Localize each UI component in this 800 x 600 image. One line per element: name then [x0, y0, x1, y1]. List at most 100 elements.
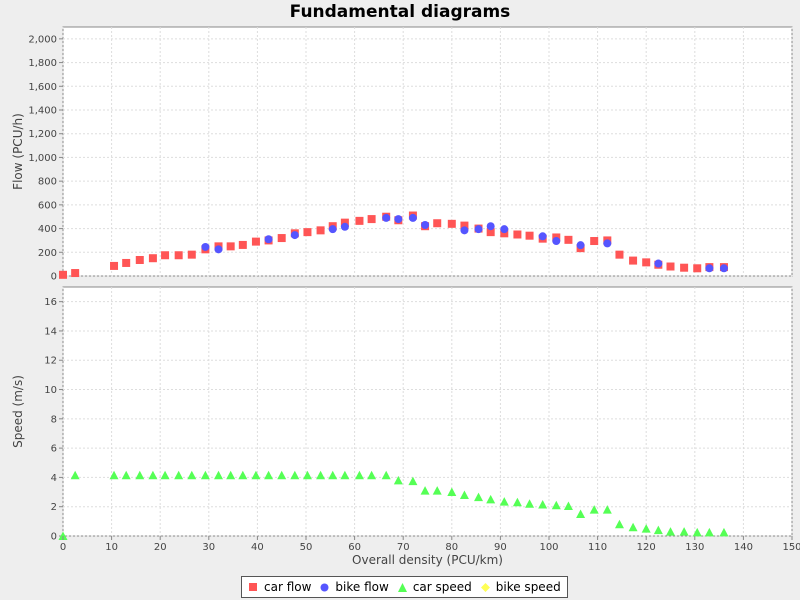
- bike-flow-point: [486, 222, 495, 231]
- legend-label: car speed: [412, 580, 472, 594]
- car-speed-point: [512, 497, 522, 507]
- bike-flow-point: [460, 226, 469, 235]
- car-flow-point: [447, 219, 456, 228]
- car-flow-point: [615, 250, 624, 259]
- car-flow-point: [122, 258, 131, 267]
- x-axis-label: Overall density (PCU/km): [352, 553, 503, 567]
- car-speed-point: [628, 522, 638, 532]
- x-tick-label: 100: [539, 542, 558, 553]
- bike-flow-point: [290, 231, 299, 240]
- bike-flow-point: [705, 264, 714, 273]
- legend-swatch-diamond: [480, 582, 490, 592]
- x-tick-label: 20: [154, 542, 167, 553]
- car-speed-point: [525, 499, 535, 508]
- chart-title: Fundamental diagrams: [289, 2, 511, 22]
- car-flow-point: [59, 270, 67, 279]
- bike-flow-point: [214, 245, 223, 254]
- bike-flow-point: [264, 235, 273, 244]
- bike-flow-point: [201, 242, 210, 251]
- x-tick-label: 130: [685, 542, 704, 553]
- car-speed-point: [447, 487, 457, 497]
- y-tick-label: 2: [51, 502, 57, 513]
- bike-flow-point: [576, 241, 585, 250]
- y-tick-label: 1,600: [28, 82, 57, 93]
- x-tick-label: 10: [105, 542, 118, 553]
- car-flow-point: [277, 234, 286, 243]
- car-speed-point: [70, 470, 80, 480]
- bike-flow-point: [538, 232, 547, 241]
- car-speed-point: [302, 470, 312, 480]
- car-speed-point: [238, 470, 248, 480]
- legend-swatch-square: [249, 582, 257, 591]
- car-flow-point: [238, 240, 247, 249]
- y-axis-label: Speed (m/s): [11, 375, 25, 448]
- x-tick-label: 50: [300, 542, 313, 553]
- car-speed-point: [563, 501, 573, 510]
- y-tick-label: 2,000: [28, 34, 57, 45]
- car-speed-point: [160, 470, 170, 480]
- car-flow-point: [148, 254, 157, 263]
- car-flow-point: [500, 229, 509, 238]
- car-speed-point: [340, 470, 350, 480]
- car-speed-point: [614, 519, 624, 529]
- car-speed-point: [251, 470, 261, 480]
- car-flow-point: [367, 215, 376, 224]
- y-tick-label: 10: [44, 385, 57, 396]
- x-tick-label: 0: [60, 542, 66, 553]
- bike-flow-point: [421, 221, 430, 230]
- car-flow-point: [71, 269, 80, 278]
- y-tick-label: 1,400: [28, 106, 57, 117]
- bike-flow-point: [500, 225, 509, 234]
- car-flow-point: [680, 263, 689, 272]
- car-flow-point: [486, 228, 495, 237]
- car-flow-point: [460, 221, 469, 230]
- bike-flow-point: [328, 225, 337, 234]
- car-speed-point: [474, 492, 484, 502]
- bike-flow-point: [340, 222, 349, 231]
- car-speed-point: [174, 470, 184, 480]
- car-flow-point: [433, 219, 442, 228]
- car-speed-point: [459, 490, 469, 499]
- car-speed-point: [393, 475, 403, 485]
- y-tick-label: 1,200: [28, 129, 57, 140]
- car-flow-point: [629, 256, 638, 265]
- car-flow-point: [642, 258, 651, 267]
- legend-item-car-flow: car flow: [248, 580, 311, 594]
- legend-label: car flow: [264, 580, 312, 594]
- car-flow-point: [666, 262, 675, 271]
- car-speed-point: [719, 527, 729, 537]
- car-speed-point: [135, 470, 145, 480]
- y-tick-label: 16: [44, 297, 57, 308]
- car-speed-point: [328, 470, 338, 480]
- car-flow-point: [161, 251, 170, 260]
- car-speed-point: [121, 470, 131, 480]
- car-speed-point: [602, 505, 612, 514]
- x-tick-label: 30: [202, 542, 215, 553]
- chart-legend: car flow bike flow car speed bike speed: [241, 576, 568, 598]
- x-tick-label: 110: [588, 542, 607, 553]
- car-speed-point: [432, 486, 442, 495]
- car-speed-point: [200, 470, 210, 480]
- car-speed-point: [408, 476, 418, 486]
- legend-swatch-triangle: [397, 582, 407, 592]
- car-speed-point: [58, 531, 68, 540]
- car-speed-point: [316, 470, 326, 480]
- car-speed-point: [551, 500, 561, 510]
- car-speed-point: [226, 470, 236, 480]
- car-speed-point: [290, 470, 300, 480]
- car-speed-point: [381, 470, 391, 480]
- y-tick-label: 14: [44, 326, 57, 337]
- legend-item-car-speed: car speed: [397, 580, 472, 594]
- car-speed-point: [187, 470, 197, 480]
- car-speed-point: [486, 494, 496, 504]
- y-tick-label: 400: [38, 224, 57, 235]
- car-flow-point: [226, 242, 235, 251]
- car-speed-point: [367, 470, 377, 480]
- car-speed-point: [692, 527, 702, 537]
- legend-item-bike-speed: bike speed: [480, 580, 561, 594]
- car-flow-point: [590, 237, 599, 246]
- legend-label: bike speed: [495, 580, 561, 594]
- car-speed-point: [538, 500, 548, 509]
- car-flow-point: [525, 231, 534, 240]
